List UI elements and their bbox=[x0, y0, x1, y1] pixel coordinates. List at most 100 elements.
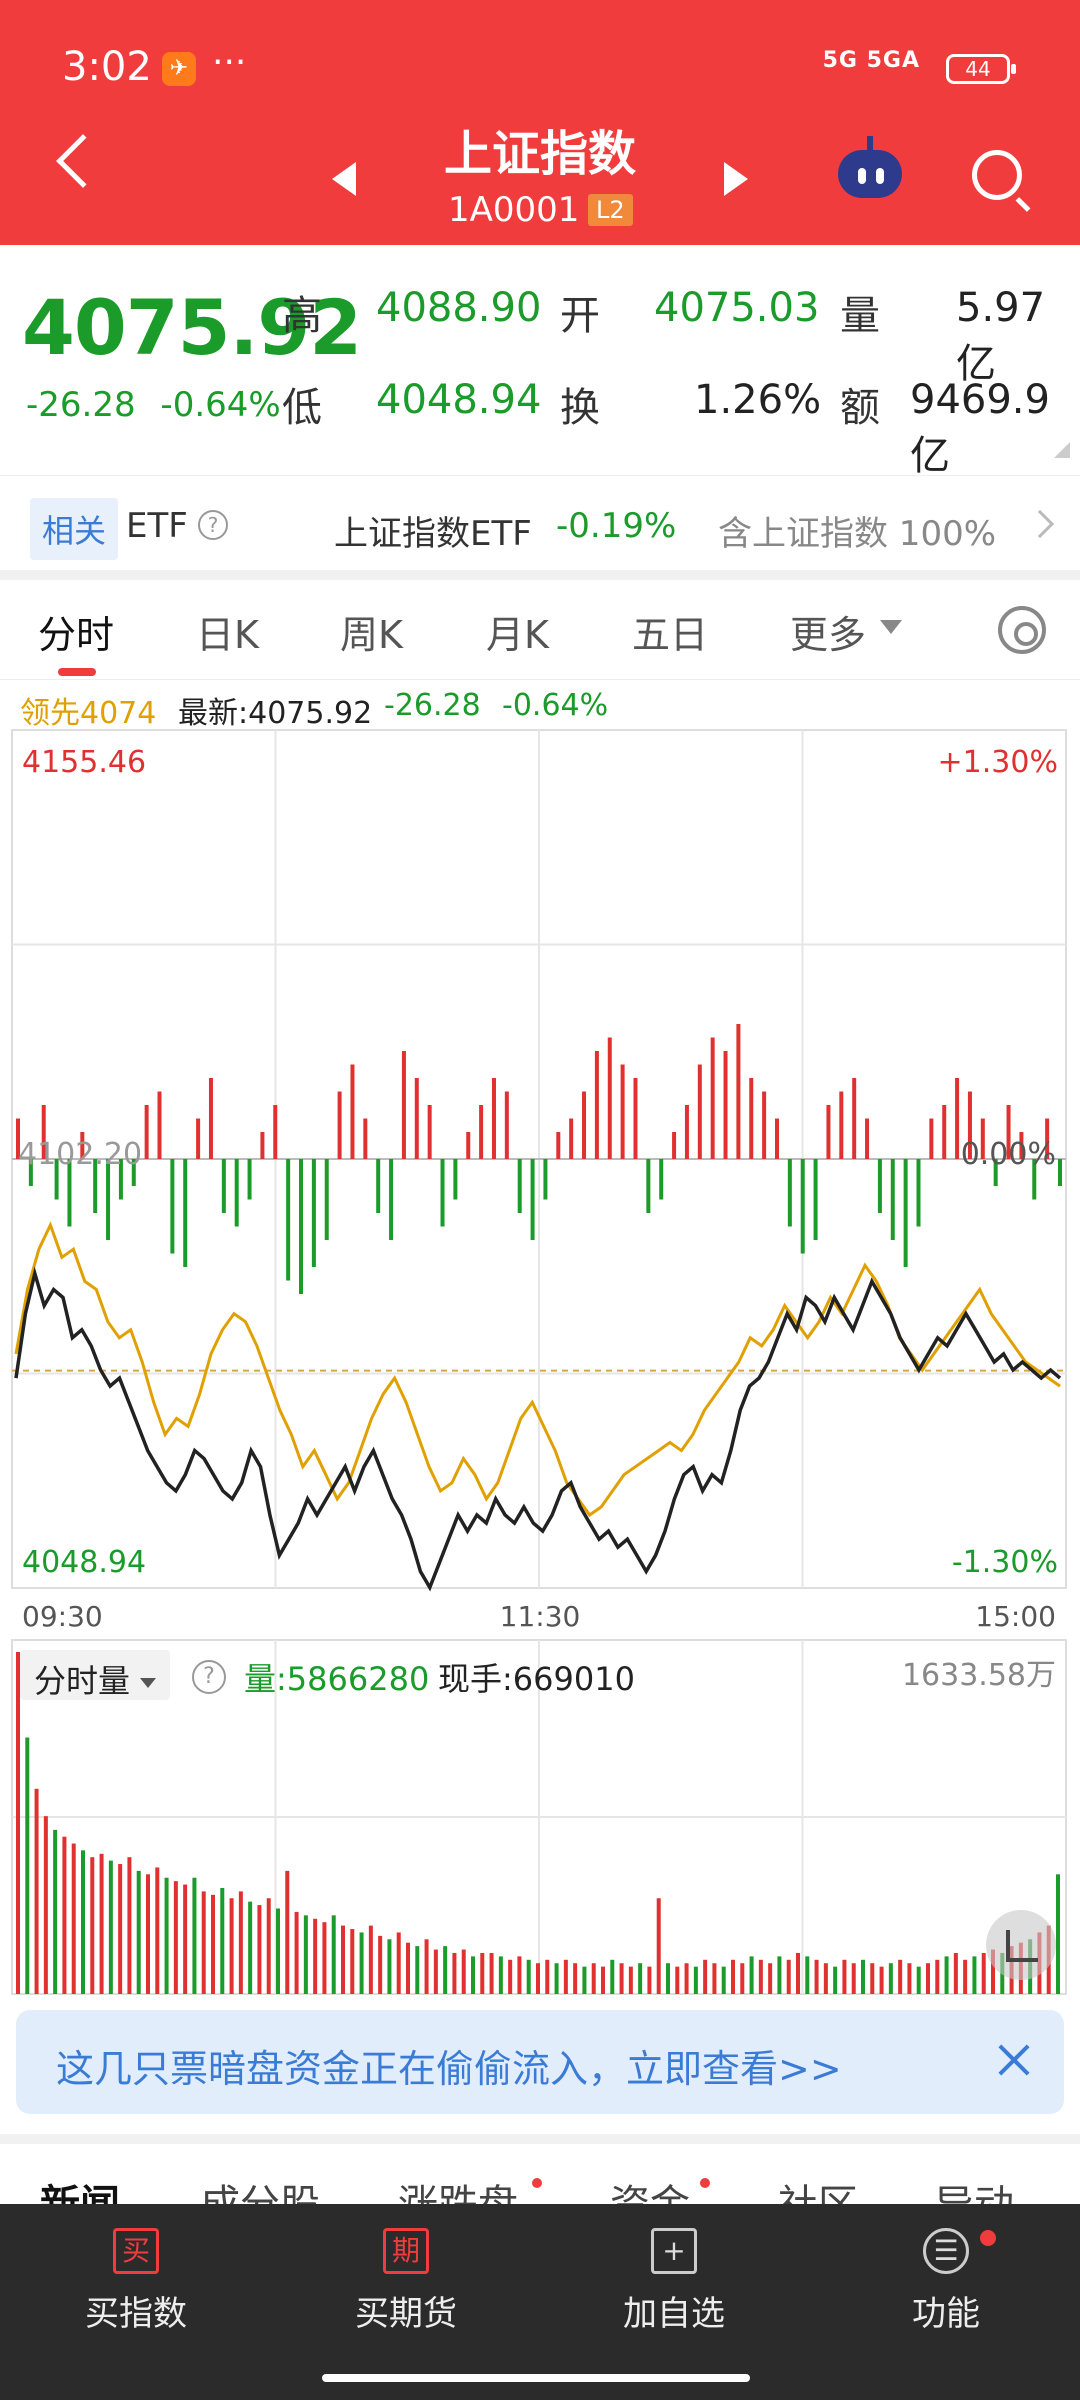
flow-bar bbox=[774, 1118, 779, 1159]
tab-more[interactable]: 更多 bbox=[790, 613, 867, 657]
turnover-label: 换 bbox=[560, 385, 600, 431]
volume-bar bbox=[294, 1911, 299, 1994]
change-percent: -0.64% bbox=[160, 385, 281, 425]
volume-bar bbox=[953, 1952, 958, 1994]
etf-name[interactable]: 上证指数ETF bbox=[334, 514, 532, 554]
flow-bar bbox=[41, 1105, 46, 1159]
volume-bar bbox=[257, 1905, 262, 1994]
tab-constituents[interactable]: 成分股 bbox=[200, 2172, 320, 2204]
tab-intraday[interactable]: 分时 bbox=[38, 613, 115, 657]
volume-bar bbox=[43, 1816, 48, 1994]
tab-monthly-k[interactable]: 月K bbox=[486, 613, 549, 657]
buy-futures-button[interactable]: 期 买期货 bbox=[306, 2228, 506, 2335]
volume-bar bbox=[34, 1788, 39, 1994]
flow-bar bbox=[865, 1118, 870, 1159]
related-tag: 相关 bbox=[30, 498, 119, 560]
volume-bar bbox=[638, 1963, 643, 1994]
help-icon[interactable]: ? bbox=[192, 1660, 226, 1694]
flow-bar bbox=[466, 1132, 471, 1159]
expand-corner-icon[interactable] bbox=[1054, 442, 1070, 458]
flow-bar bbox=[260, 1132, 265, 1159]
volume-bar bbox=[146, 1874, 150, 1994]
y-bottom-label: 4048.94 bbox=[22, 1545, 146, 1580]
volume-bar bbox=[526, 1959, 531, 1994]
next-stock-icon[interactable] bbox=[724, 162, 748, 196]
flow-bar bbox=[427, 1105, 432, 1159]
volume-bar bbox=[378, 1935, 383, 1994]
tab-funds[interactable]: 资金 bbox=[610, 2172, 690, 2204]
flow-bar bbox=[221, 1159, 226, 1213]
volume-bar bbox=[536, 1963, 540, 1994]
add-watchlist-button[interactable]: + 加自选 bbox=[574, 2228, 774, 2335]
tab-breadth[interactable]: 涨跌盘 bbox=[398, 2172, 518, 2204]
buy-index-button[interactable]: 买 买指数 bbox=[36, 2228, 236, 2335]
promo-banner[interactable]: 这几只票暗盘资金正在偷偷流入，立即查看>> bbox=[16, 2010, 1064, 2114]
tab-news[interactable]: 新闻 bbox=[40, 2172, 120, 2204]
volume-bar bbox=[127, 1857, 132, 1994]
flow-bar bbox=[826, 1105, 831, 1159]
volume-bar bbox=[461, 1949, 466, 1994]
volume-bar bbox=[173, 1881, 178, 1994]
ai-robot-icon[interactable] bbox=[834, 136, 904, 200]
flow-bar bbox=[1058, 1159, 1062, 1186]
flow-bar bbox=[389, 1159, 394, 1240]
high-value: 4088.90 bbox=[376, 285, 542, 331]
tab-daily-k[interactable]: 日K bbox=[196, 613, 259, 657]
search-icon[interactable] bbox=[972, 150, 1022, 200]
flow-bar bbox=[942, 1105, 947, 1159]
chevron-right-icon[interactable] bbox=[1025, 509, 1055, 539]
volume-bar bbox=[991, 1949, 995, 1994]
tab-weekly-k[interactable]: 周K bbox=[340, 613, 403, 657]
flow-bar bbox=[1045, 1118, 1050, 1159]
help-icon[interactable]: ? bbox=[198, 510, 228, 540]
flow-bar bbox=[929, 1118, 934, 1159]
volume-bar bbox=[155, 1867, 160, 1994]
flow-bar bbox=[234, 1159, 239, 1227]
flow-bar bbox=[800, 1159, 805, 1254]
volume-bar bbox=[118, 1864, 123, 1994]
volume-bar bbox=[768, 1963, 773, 1994]
close-icon[interactable] bbox=[994, 2040, 1034, 2080]
volume-bar bbox=[350, 1929, 355, 1994]
volume-bar bbox=[619, 1963, 624, 1994]
volume-bar bbox=[554, 1963, 559, 1994]
flow-bar bbox=[414, 1078, 419, 1159]
volume-bar bbox=[81, 1850, 85, 1994]
volume-bar bbox=[749, 1956, 754, 1994]
volume-bar bbox=[963, 1959, 968, 1994]
tab-community[interactable]: 社区 bbox=[778, 2172, 858, 2204]
pct-bottom-label: -1.30% bbox=[952, 1545, 1058, 1580]
volume-type-selector[interactable]: 分时量 bbox=[20, 1650, 171, 1700]
tab-five-day[interactable]: 五日 bbox=[632, 613, 709, 657]
chart-labels: 4155.46 4048.94 +1.30% -1.30% 0.00% 4102… bbox=[18, 745, 1058, 1633]
volume-bar bbox=[498, 1956, 503, 1994]
flow-bars bbox=[16, 1024, 1062, 1294]
intraday-chart[interactable]: 4155.46 4048.94 +1.30% -1.30% 0.00% 4102… bbox=[0, 728, 1080, 1998]
flow-bar bbox=[350, 1064, 355, 1159]
flow-bar bbox=[16, 1118, 20, 1159]
tab-movement[interactable]: 异动 bbox=[934, 2172, 1014, 2204]
banner-text[interactable]: 这几只票暗盘资金正在偷偷流入，立即查看>> bbox=[56, 2047, 842, 2091]
stock-code: 1A0001 bbox=[448, 190, 580, 230]
volume-bar bbox=[712, 1963, 717, 1994]
volume-bar bbox=[703, 1959, 708, 1994]
volume-bar bbox=[99, 1853, 104, 1994]
volume-bar bbox=[359, 1932, 364, 1994]
fullscreen-icon[interactable] bbox=[986, 1910, 1056, 1980]
volume-bar bbox=[610, 1959, 615, 1994]
chevron-down-icon[interactable] bbox=[880, 620, 902, 634]
settings-icon[interactable] bbox=[998, 606, 1046, 654]
flow-bar bbox=[877, 1159, 882, 1213]
previous-stock-icon[interactable] bbox=[332, 162, 356, 196]
volume-bar bbox=[322, 1922, 327, 1994]
volume-bar bbox=[870, 1963, 875, 1994]
related-etf-row[interactable]: 相关 ETF ? 上证指数ETF -0.19% 含上证指数 100% bbox=[0, 475, 1080, 575]
volume-bar bbox=[471, 1956, 475, 1994]
flow-bar bbox=[967, 1091, 972, 1159]
flow-bar bbox=[980, 1118, 985, 1159]
volume-bar bbox=[926, 1963, 930, 1994]
functions-button[interactable]: ☰ 功能 bbox=[846, 2228, 1046, 2335]
volume-bar bbox=[731, 1959, 735, 1994]
flow-bar bbox=[710, 1037, 715, 1159]
chevron-down-icon bbox=[140, 1678, 157, 1688]
